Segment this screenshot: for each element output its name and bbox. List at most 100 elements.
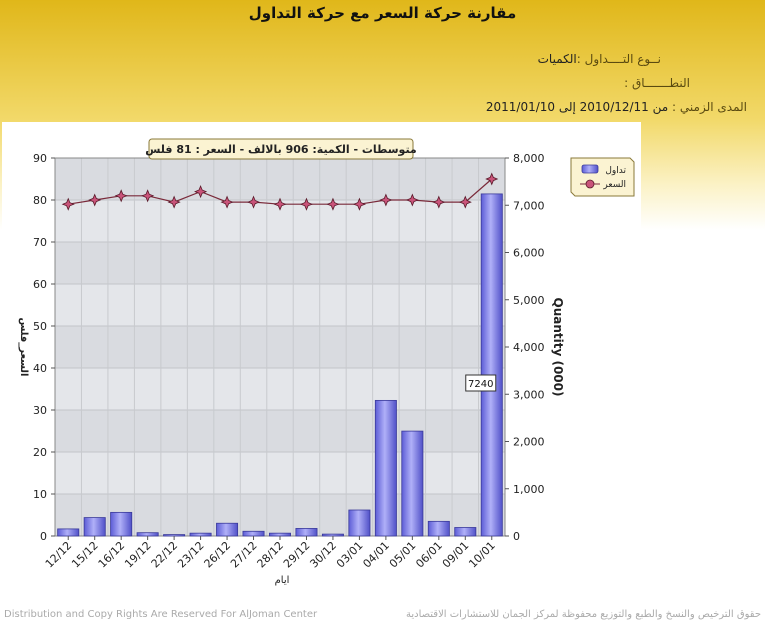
y-left-tick-label: 70 (33, 236, 47, 249)
bar (295, 528, 318, 537)
y-left-tick-label: 90 (33, 152, 47, 165)
bar (83, 517, 106, 537)
x-tick-label: 03/01 (334, 539, 366, 571)
scope-label: النطـــــــاق : (624, 76, 690, 90)
legend-label-line: السعر (602, 180, 626, 190)
bar (454, 527, 477, 537)
price-point (379, 193, 393, 207)
plot-background (55, 158, 505, 536)
legend-swatch-bar (581, 164, 599, 174)
plot-band (55, 410, 505, 452)
x-tick-label: 06/01 (413, 539, 445, 571)
price-line-series (61, 172, 499, 211)
bar-series (57, 193, 503, 537)
y-right-tick-label: 0 (513, 530, 520, 543)
y-left-tick-label: 0 (40, 530, 47, 543)
trade-type-label: نــوع التــــداول : (576, 52, 661, 66)
value-tooltip: 7240 (465, 374, 497, 392)
period-value: من 2010/12/11 إلى 2011/01/10 (485, 100, 669, 114)
price-point (432, 195, 446, 209)
x-tick-label: 12/12 (43, 539, 75, 571)
price-point (405, 193, 419, 207)
x-tick-label: 05/01 (387, 539, 419, 571)
price-point (88, 193, 102, 207)
x-axis: 12/1215/1216/1219/1222/1223/1226/1227/12… (43, 536, 498, 571)
footer-copyright-en: Distribution and Copy Rights Are Reserve… (4, 609, 318, 620)
x-tick-label: 09/01 (440, 539, 472, 571)
x-tick-label: 27/12 (228, 539, 260, 571)
price-point (141, 189, 155, 203)
chart-title-background (148, 138, 414, 160)
y-left-tick-label: 60 (33, 278, 47, 291)
y-left-tick-label: 10 (33, 488, 47, 501)
y-right-tick-label: 6,000 (513, 247, 545, 260)
chart-container: 0 10 20 30 40 50 60 70 80 90 0 1,000 2,000 3,000 4,000… (2, 122, 641, 597)
bar (401, 430, 424, 537)
tooltip-value: 7240 (468, 379, 493, 390)
y-right-tick-label: 2,000 (513, 436, 545, 449)
y-left-tick-label: 20 (33, 446, 47, 459)
y-right-tick-label: 1,000 (513, 483, 545, 496)
x-tick-label: 30/12 (307, 539, 339, 571)
legend-label-bar: تداول (605, 166, 626, 176)
chart-title-box: متوسطات - الكمية: 906 بالالف - السعر : 8… (145, 138, 417, 160)
y-right-tick-label: 8,000 (513, 152, 545, 165)
y-right-tick-label: 5,000 (513, 294, 545, 307)
tooltip-box (465, 374, 497, 392)
x-axis-title: ايام (275, 575, 290, 586)
price-point (299, 197, 314, 211)
period-row: المدى الزمني : من 2010/12/11 إلى 2011/01… (486, 100, 747, 114)
y-axis-left: 0 10 20 30 40 50 60 70 80 90 (33, 152, 55, 543)
y-left-tick-label: 50 (33, 320, 47, 333)
price-point (61, 197, 75, 211)
bar (110, 511, 133, 537)
bar (374, 399, 397, 537)
y-right-tick-label: 3,000 (513, 388, 545, 401)
price-point (114, 189, 128, 203)
page-title: مقارنة حركة السعر مع حركة التداول (248, 4, 517, 22)
period-label: المدى الزمني : (672, 100, 747, 114)
price-point (273, 197, 287, 211)
y-left-tick-label: 80 (33, 194, 47, 207)
price-point (352, 197, 366, 211)
y-right-tick-label: 4,000 (513, 341, 545, 354)
y-right-axis-title: Quantity (000) (551, 298, 565, 397)
price-point (246, 195, 261, 209)
x-tick-label: 04/01 (360, 539, 392, 571)
x-tick-label: 16/12 (96, 539, 128, 571)
y-right-tick-label: 7,000 (513, 199, 545, 212)
price-quantity-chart: 0 10 20 30 40 50 60 70 80 90 0 1,000 2,000 3,000 4,000… (18, 138, 635, 586)
y-axis-right: 0 1,000 2,000 3,000 4,000 5,000 6,000 7,000 8,00… (505, 152, 545, 543)
plot-band (55, 326, 505, 368)
chart-title: متوسطات - الكمية: 906 بالالف - السعر : 8… (145, 143, 417, 156)
x-tick-label: 10/01 (466, 539, 498, 571)
footer-copyright-ar: حقوق الترخيص والنسخ والطبع والتوزيع محفو… (405, 609, 761, 620)
y-left-tick-label: 40 (33, 362, 47, 375)
bar (216, 522, 239, 537)
plot-band (55, 158, 505, 200)
bar (242, 530, 265, 537)
price-point (458, 195, 472, 209)
bar (348, 509, 371, 537)
x-tick-label: 28/12 (255, 539, 287, 571)
legend: تداول السعر (570, 157, 635, 197)
plot-band (55, 368, 505, 410)
legend-box (570, 157, 635, 197)
bar (427, 520, 450, 537)
trade-type-row: نــوع التــــداول :الكميات (538, 52, 661, 66)
bar (57, 528, 80, 537)
bar (269, 532, 291, 537)
bar (163, 534, 186, 537)
price-point (220, 195, 234, 209)
bar (321, 533, 344, 537)
x-tick-label: 19/12 (122, 539, 154, 571)
bar (480, 193, 503, 537)
bar (189, 532, 212, 537)
plot-band (55, 452, 505, 494)
scope-row: النطـــــــاق : (624, 76, 690, 90)
y-left-tick-label: 30 (33, 404, 47, 417)
plot-band (55, 284, 505, 326)
x-tick-label: 23/12 (175, 539, 207, 571)
bar (136, 532, 159, 537)
x-tick-label: 22/12 (149, 539, 181, 571)
